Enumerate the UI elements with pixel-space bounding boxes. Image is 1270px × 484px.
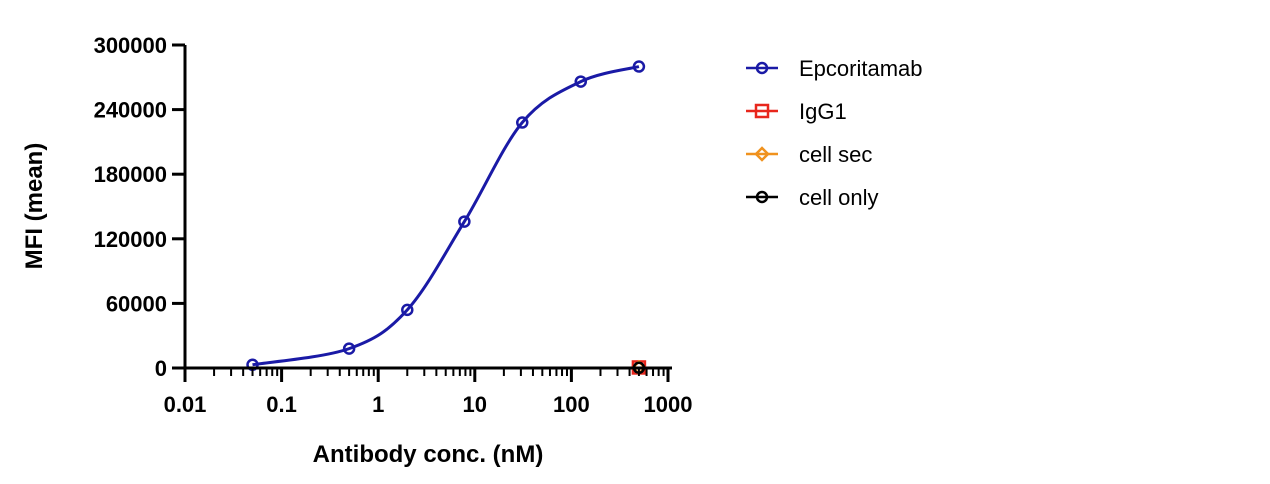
fit-curve: [252, 65, 640, 367]
legend-item: cell sec: [746, 142, 872, 167]
legend-marker: [754, 103, 770, 119]
legend-item: cell only: [746, 185, 878, 210]
x-tick-label: 0.1: [266, 392, 297, 417]
x-tick-label: 100: [553, 392, 590, 417]
legend-label: Epcoritamab: [799, 56, 923, 81]
y-tick-label: 60000: [106, 291, 167, 316]
y-ticks: 0 60000 120000 180000 240000 300000: [94, 33, 185, 381]
x-tick-label: 0.01: [164, 392, 207, 417]
data-point: [342, 342, 356, 355]
legend-marker: [755, 61, 769, 75]
y-axis-title: MFI (mean): [21, 143, 48, 270]
y-tick-label: 180000: [94, 162, 167, 187]
legend: Epcoritamab IgG1 cell sec cell only: [746, 56, 923, 210]
legend-label: cell sec: [799, 142, 872, 167]
x-tick-label: 10: [463, 392, 487, 417]
y-tick-label: 240000: [94, 98, 167, 123]
legend-label: cell only: [799, 185, 878, 210]
data-point: [458, 215, 471, 228]
legend-label: IgG1: [799, 99, 847, 124]
x-tick-label: 1000: [644, 392, 693, 417]
y-tick-label: 0: [155, 356, 167, 381]
data-point: [516, 116, 529, 129]
series-epcoritamab: [246, 60, 646, 372]
data-point: [574, 75, 588, 88]
x-axis-title: Antibody conc. (nM): [313, 441, 544, 468]
axes: 0 60000 120000 180000 240000 300000 0.01 0.1 1 1…: [94, 33, 693, 417]
legend-marker: [755, 190, 769, 204]
legend-item: IgG1: [746, 99, 847, 124]
y-tick-label: 300000: [94, 33, 167, 58]
data-point: [632, 60, 646, 73]
legend-marker: [754, 146, 770, 162]
x-tick-label: 1: [372, 392, 384, 417]
data-point: [401, 303, 414, 317]
y-tick-label: 120000: [94, 227, 167, 252]
x-ticks: 0.01 0.1 1 10 100 1000: [164, 368, 693, 417]
legend-item: Epcoritamab: [746, 56, 923, 81]
plot-area: [246, 60, 647, 376]
